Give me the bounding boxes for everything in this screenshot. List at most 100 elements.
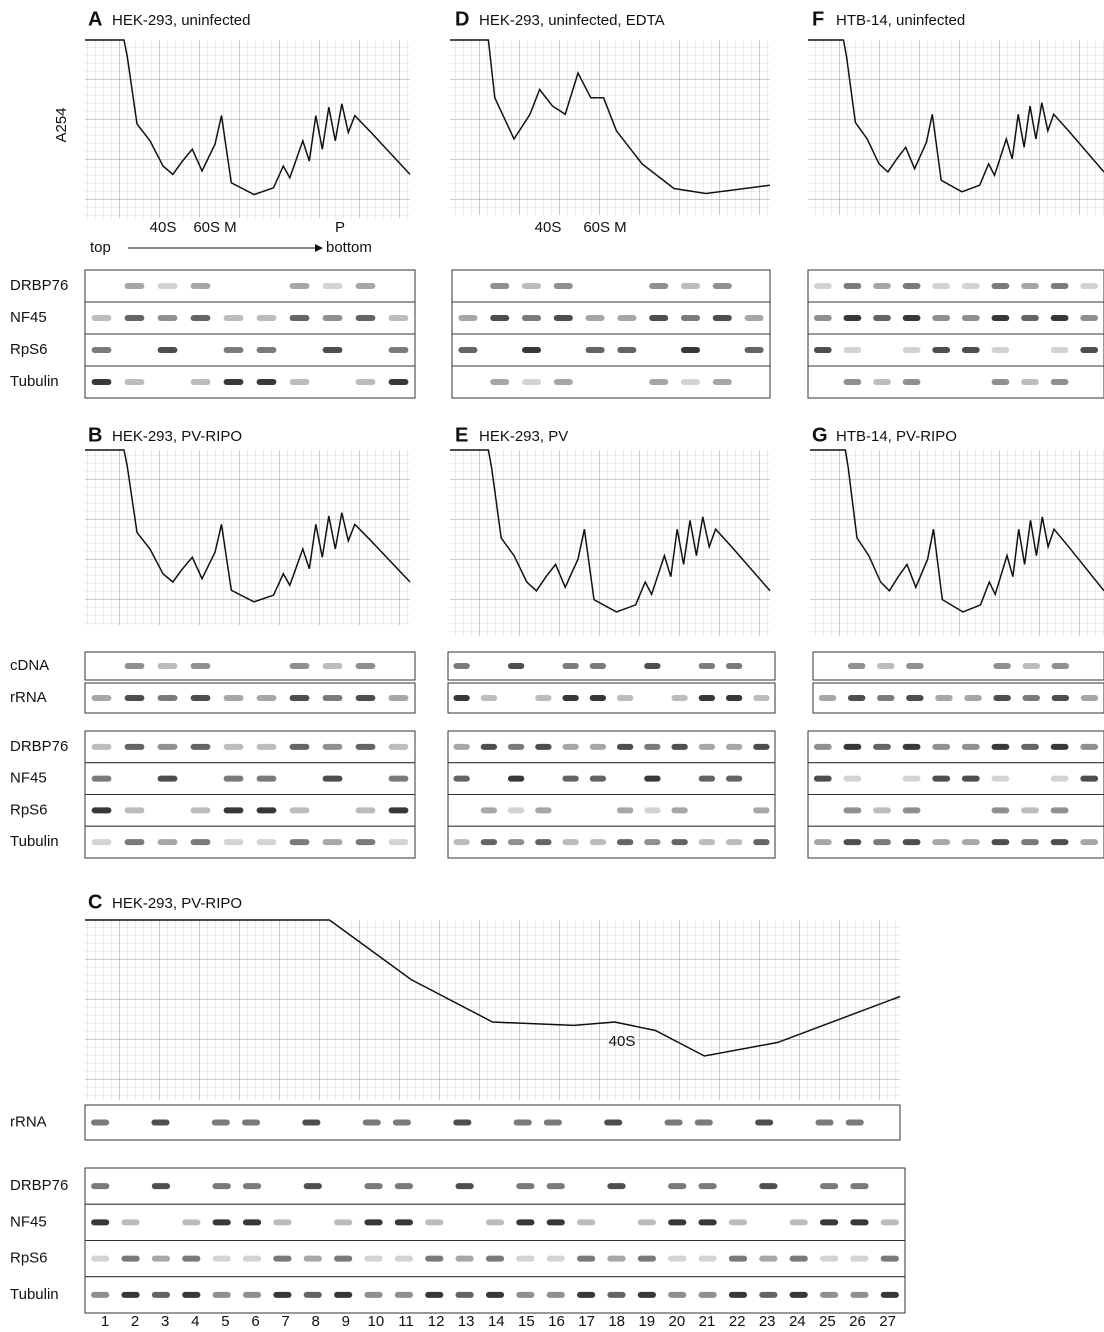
band — [881, 1256, 899, 1262]
blot-row-label: NF45 — [10, 309, 47, 326]
band — [224, 347, 244, 353]
peak-label: P — [335, 219, 345, 236]
band — [753, 744, 769, 750]
band — [191, 315, 211, 321]
band — [356, 807, 376, 813]
band — [92, 695, 112, 701]
band — [191, 744, 211, 750]
panel-title: HEK-293, uninfected — [112, 12, 250, 29]
band — [638, 1292, 656, 1298]
band — [964, 695, 981, 701]
band — [844, 379, 862, 385]
band — [962, 347, 980, 353]
band — [334, 1219, 352, 1225]
band — [453, 1120, 471, 1126]
band — [356, 315, 376, 321]
band — [152, 1183, 170, 1189]
band — [1051, 776, 1069, 782]
lane-number: 21 — [699, 1313, 716, 1330]
band — [820, 1256, 838, 1262]
band — [604, 1120, 622, 1126]
band — [213, 1219, 231, 1225]
band — [671, 807, 687, 813]
band — [213, 1256, 231, 1262]
band — [962, 315, 980, 321]
lane-number: 26 — [849, 1313, 866, 1330]
band — [1052, 695, 1069, 701]
gel-row-label: rRNA — [10, 1113, 47, 1130]
band — [844, 347, 862, 353]
band — [257, 807, 277, 813]
band — [844, 283, 862, 289]
band — [535, 839, 551, 845]
band — [1023, 695, 1040, 701]
blot-row-label: RpS6 — [10, 341, 48, 358]
band — [903, 283, 921, 289]
band — [92, 379, 112, 385]
band — [224, 776, 244, 782]
band — [903, 315, 921, 321]
band — [453, 839, 469, 845]
band — [1051, 839, 1069, 845]
lane-number: 2 — [131, 1313, 139, 1330]
band — [453, 695, 469, 701]
band — [962, 283, 980, 289]
panel-letter: B — [88, 424, 102, 446]
band — [152, 1256, 170, 1262]
band — [302, 1120, 320, 1126]
band — [881, 1292, 899, 1298]
direction-start: top — [90, 239, 111, 256]
panel-title: HTB-14, PV-RIPO — [836, 428, 957, 445]
band — [456, 1256, 474, 1262]
band — [363, 1120, 381, 1126]
blot-row — [85, 763, 415, 795]
band — [681, 347, 700, 353]
band — [257, 379, 277, 385]
band — [617, 839, 633, 845]
band — [932, 776, 950, 782]
band — [290, 315, 310, 321]
blot-row-label: Tubulin — [10, 833, 59, 850]
band — [273, 1292, 291, 1298]
band — [992, 379, 1010, 385]
band — [212, 1120, 230, 1126]
band — [290, 379, 310, 385]
band — [877, 695, 894, 701]
band — [323, 315, 343, 321]
band — [1051, 283, 1069, 289]
lane-number: 4 — [191, 1313, 199, 1330]
band — [698, 1219, 716, 1225]
band — [726, 839, 742, 845]
band — [729, 1219, 747, 1225]
panel-title: HEK-293, PV-RIPO — [112, 895, 242, 912]
band — [577, 1219, 595, 1225]
band — [290, 695, 310, 701]
band — [456, 1292, 474, 1298]
band — [224, 839, 244, 845]
band — [590, 744, 606, 750]
band — [877, 663, 894, 669]
band — [364, 1256, 382, 1262]
band — [962, 744, 980, 750]
band — [844, 776, 862, 782]
band — [290, 807, 310, 813]
band — [1023, 663, 1040, 669]
band — [92, 315, 112, 321]
band — [729, 1256, 747, 1262]
band — [522, 315, 541, 321]
band — [486, 1256, 504, 1262]
band — [992, 744, 1010, 750]
band — [481, 744, 497, 750]
lane-number: 23 — [759, 1313, 776, 1330]
band — [577, 1292, 595, 1298]
band — [695, 1120, 713, 1126]
band — [820, 1292, 838, 1298]
band — [903, 379, 921, 385]
band — [992, 283, 1010, 289]
peak-label: 60S M — [193, 219, 236, 236]
y-axis-label: A254 — [53, 107, 70, 142]
band — [562, 744, 578, 750]
band — [323, 695, 343, 701]
band — [544, 1120, 562, 1126]
lane-number: 12 — [428, 1313, 445, 1330]
